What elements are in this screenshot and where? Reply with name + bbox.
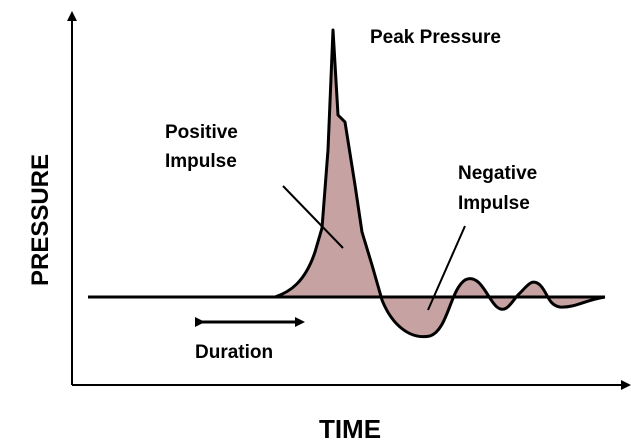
duration-label: Duration xyxy=(195,342,273,363)
x-axis-label: TIME xyxy=(319,414,381,444)
pressure-curve xyxy=(200,28,606,339)
negative-label: Negative xyxy=(458,163,537,184)
positive-label: Positive xyxy=(165,122,238,143)
y-axis-label: PRESSURE xyxy=(27,154,54,286)
peak-label: Peak Pressure xyxy=(370,27,501,48)
negative-label: Impulse xyxy=(458,193,530,214)
impulse-area xyxy=(275,30,605,337)
positive-leader xyxy=(282,185,344,249)
positive-label: Impulse xyxy=(165,151,237,172)
negative-leader xyxy=(427,225,466,311)
